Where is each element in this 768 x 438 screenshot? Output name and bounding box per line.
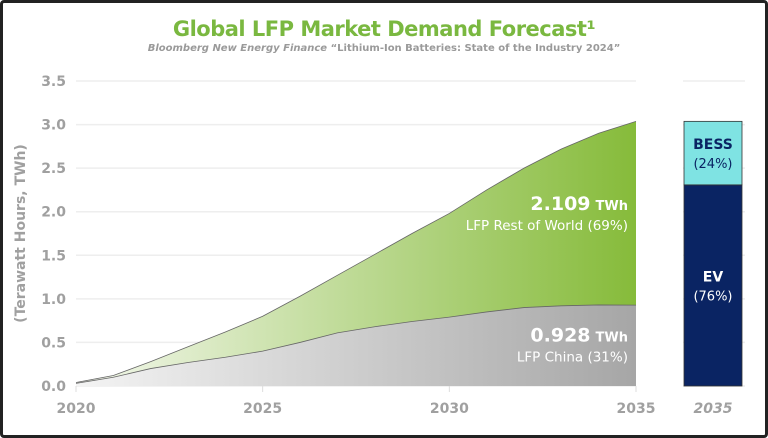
y-tick-label: 0.5 — [41, 335, 66, 351]
row-annotation-label: LFP Rest of World (69%) — [466, 218, 628, 234]
side-bar-label: BESS — [693, 137, 733, 153]
chart-title: Global LFP Market Demand Forecast¹ — [172, 17, 596, 41]
side-bar-pct: (76%) — [693, 289, 732, 304]
y-tick-label: 1.0 — [41, 292, 66, 308]
y-tick-label: 2.5 — [41, 161, 66, 177]
subtitle-source: Bloomberg New Energy Finance — [147, 43, 328, 54]
area-lfp-rest-of-world — [76, 121, 636, 384]
x-tick-label: 2020 — [57, 401, 96, 417]
china-annotation-value: 0.928 TWh — [530, 325, 628, 347]
y-axis-label: (Terawatt Hours, TWh) — [13, 144, 29, 323]
y-tick-label: 3.5 — [41, 74, 66, 90]
y-tick-label: 0.0 — [41, 379, 66, 395]
y-tick-label: 3.0 — [41, 118, 66, 134]
area-lfp-china — [76, 304, 636, 386]
china-annotation-label: LFP China (31%) — [517, 350, 628, 366]
row-annotation-value: 2.109 TWh — [530, 193, 628, 215]
subtitle-report: “Lithium-Ion Batteries: State of the Ind… — [330, 43, 621, 54]
line-china — [75, 304, 637, 384]
side-bar-label: EV — [703, 269, 724, 285]
side-bar-segment-bess — [683, 120, 743, 186]
line-total — [75, 120, 637, 383]
x-tick-label: 2035 — [617, 401, 656, 417]
chart-subtitle: Bloomberg New Energy Finance “Lithium-Io… — [3, 43, 765, 54]
y-tick-label: 1.5 — [41, 248, 66, 264]
side-bar-x-label: 2035 — [694, 401, 733, 417]
x-tick-label: 2030 — [430, 401, 469, 417]
y-tick-label: 2.0 — [41, 205, 66, 221]
x-tick-label: 2025 — [243, 401, 282, 417]
side-bar-pct: (24%) — [693, 157, 732, 172]
chart-svg: 0.0 0.5 1.0 1.5 2.0 2.5 3.0 3.5 2020 2025 2030 2035… — [13, 74, 745, 417]
